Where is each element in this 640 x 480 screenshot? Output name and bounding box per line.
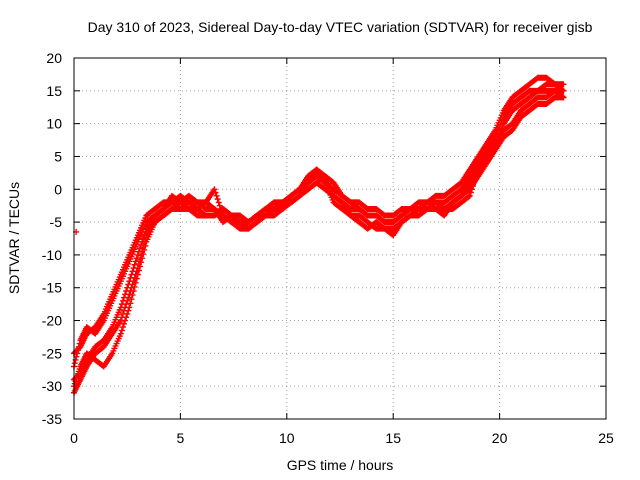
data-marker: [123, 301, 130, 308]
data-point: [126, 291, 133, 298]
y-tick-label: -15: [42, 280, 62, 296]
data-marker: [465, 193, 472, 200]
data-marker: [129, 281, 136, 288]
data-marker: [216, 202, 223, 209]
data-point: [134, 251, 141, 258]
data-marker: [74, 350, 81, 357]
data-marker: [468, 186, 475, 193]
data-marker: [131, 274, 138, 281]
data-point: [560, 94, 567, 101]
data-marker: [76, 340, 83, 347]
data-marker: [135, 260, 142, 267]
data-marker: [471, 179, 478, 186]
data-point: [117, 317, 124, 324]
grid: [74, 58, 606, 419]
x-tick-label: 0: [70, 430, 78, 446]
data-point: [117, 330, 124, 337]
y-tick-label: 20: [46, 50, 62, 66]
data-marker: [142, 236, 149, 243]
y-tick-label: 10: [46, 116, 62, 132]
x-tick-label: 15: [385, 430, 401, 446]
y-tick-labels: -35 -30 -25 -20 -15 -10 -5 0 5 10 15 20: [42, 50, 62, 427]
data-marker: [125, 294, 132, 301]
data-marker: [124, 297, 131, 304]
data-marker: [559, 93, 566, 100]
data-marker: [133, 255, 140, 262]
y-axis-label: SDTVAR / TECUs: [6, 182, 22, 294]
data-marker: [129, 292, 136, 299]
data-marker: [122, 304, 129, 311]
data-marker: [127, 300, 134, 307]
y-tick-label: -5: [50, 214, 63, 230]
x-tick-label: 25: [598, 430, 614, 446]
chart-title: Day 310 of 2023, Sidereal Day-to-day VTE…: [88, 19, 593, 35]
data-marker: [119, 310, 126, 317]
data-marker: [128, 296, 135, 303]
data-marker: [133, 268, 140, 275]
data-marker: [75, 343, 82, 350]
y-tick-label: -30: [42, 378, 62, 394]
x-tick-label: 20: [492, 430, 508, 446]
data-marker: [214, 196, 221, 203]
data-marker: [127, 288, 134, 295]
data-point: [560, 81, 567, 88]
data-marker: [119, 324, 126, 331]
data-point: [211, 186, 218, 193]
x-tick-labels: 0 5 10 15 20 25: [70, 430, 614, 446]
data-marker: [132, 271, 139, 278]
data-point: [466, 192, 473, 199]
data-marker: [136, 256, 143, 263]
x-axis-label: GPS time / hours: [287, 457, 394, 473]
x-tick-label: 5: [177, 430, 185, 446]
data-marker: [74, 347, 81, 354]
data-marker: [473, 173, 480, 180]
y-tick-label: 0: [54, 181, 62, 197]
data-marker: [121, 307, 128, 314]
data-marker: [131, 261, 138, 268]
data-marker: [118, 327, 125, 334]
y-tick-label: -25: [42, 345, 62, 361]
data-marker: [128, 284, 135, 291]
data-marker: [118, 314, 125, 321]
data-series: [71, 74, 567, 396]
data-marker: [130, 278, 137, 285]
data-marker: [141, 240, 148, 247]
y-tick-label: 5: [54, 148, 62, 164]
data-point: [134, 265, 141, 272]
data-marker: [474, 169, 481, 176]
y-tick-label: 15: [46, 83, 62, 99]
data-marker: [212, 189, 219, 196]
y-tick-label: -20: [42, 313, 62, 329]
data-marker: [470, 182, 476, 189]
data-marker: [121, 320, 128, 327]
data-point: [560, 87, 567, 94]
data-marker: [71, 360, 78, 367]
data-marker: [136, 245, 143, 252]
data-marker: [472, 176, 479, 183]
data-marker: [139, 248, 146, 255]
series-track-d: [71, 74, 567, 370]
y-tick-label: -10: [42, 247, 62, 263]
data-marker: [140, 244, 147, 251]
data-marker: [213, 192, 220, 199]
data-marker: [467, 189, 474, 196]
series-track-e: [71, 87, 567, 396]
plot-frame: [73, 57, 607, 420]
y-tick-label: -35: [42, 411, 62, 427]
data-marker: [138, 252, 145, 259]
data-marker: [215, 199, 222, 206]
data-marker: [132, 258, 139, 265]
x-tick-label: 10: [279, 430, 295, 446]
